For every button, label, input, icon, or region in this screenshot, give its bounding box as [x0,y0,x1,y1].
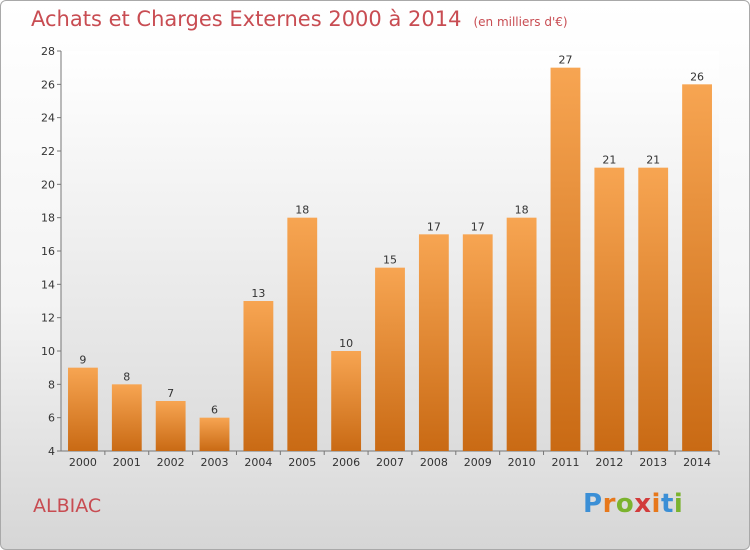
bar-value-label: 18 [515,204,529,217]
bar-2013 [638,167,669,451]
x-tick-label: 2005 [288,456,316,469]
logo-letter: P [583,489,603,519]
bar-value-label: 8 [123,370,130,383]
x-tick-label: 2008 [420,456,448,469]
logo-letter: r [602,489,616,519]
bar-value-label: 27 [558,54,572,67]
y-tick-label: 6 [48,412,55,425]
bar-value-label: 21 [646,154,660,167]
x-tick-label: 2007 [376,456,404,469]
logo-letter: t [660,489,674,519]
bar-2014 [682,84,712,451]
bar-value-label: 7 [167,387,174,400]
x-tick-label: 2002 [157,456,185,469]
x-tick-label: 2000 [69,456,97,469]
x-tick-label: 2003 [201,456,229,469]
x-tick-label: 2014 [683,456,711,469]
bar-value-label: 10 [339,337,353,350]
y-tick-label: 24 [41,112,55,125]
y-tick-label: 14 [41,278,55,291]
bar-value-label: 26 [690,70,704,83]
bar-2012 [594,167,625,451]
commune-name: ALBIAC [33,495,102,517]
bar-2011 [550,67,581,452]
proxiti-logo: Proxiti [583,489,683,519]
x-tick-label: 2001 [113,456,141,469]
y-tick-label: 28 [41,45,55,58]
chart-unit-note: (en milliers d'€) [473,15,568,29]
y-tick-label: 22 [41,145,55,158]
logo-letter: o [615,489,635,519]
logo-letter: i [673,489,684,519]
bar-2003 [199,417,230,451]
bar-value-label: 15 [383,254,397,267]
logo-letter: x [634,489,652,519]
y-tick-label: 16 [41,245,55,258]
y-tick-label: 4 [48,445,55,458]
bar-2009 [462,234,493,451]
bar-2004 [243,301,274,451]
x-tick-label: 2010 [508,456,536,469]
y-tick-label: 8 [48,378,55,391]
bar-value-label: 13 [251,287,265,300]
x-tick-label: 2011 [551,456,579,469]
y-tick-label: 26 [41,78,55,91]
x-tick-label: 2013 [639,456,667,469]
bar-2007 [375,267,405,451]
logo-letter: i [651,489,661,519]
x-tick-label: 2009 [464,456,492,469]
bar-2001 [111,384,142,451]
bar-2008 [418,234,449,451]
bar-2006 [331,351,362,451]
bar-2010 [506,217,537,451]
x-tick-label: 2004 [244,456,272,469]
chart-title-block: Achats et Charges Externes 2000 à 2014 (e… [31,7,568,31]
y-tick-label: 12 [41,312,55,325]
bar-value-label: 17 [427,220,441,233]
y-tick-label: 18 [41,212,55,225]
bar-value-label: 18 [295,204,309,217]
bar-2000 [68,367,98,451]
chart-title: Achats et Charges Externes 2000 à 2014 [31,7,462,31]
bar-value-label: 21 [602,154,616,167]
x-tick-label: 2012 [595,456,623,469]
bar-value-label: 17 [471,220,485,233]
x-tick-label: 2006 [332,456,360,469]
bar-value-label: 9 [79,354,86,367]
y-tick-label: 10 [41,345,55,358]
bar-2005 [287,217,318,451]
y-tick-label: 20 [41,178,55,191]
bar-value-label: 6 [211,404,218,417]
bar-2002 [155,401,186,451]
